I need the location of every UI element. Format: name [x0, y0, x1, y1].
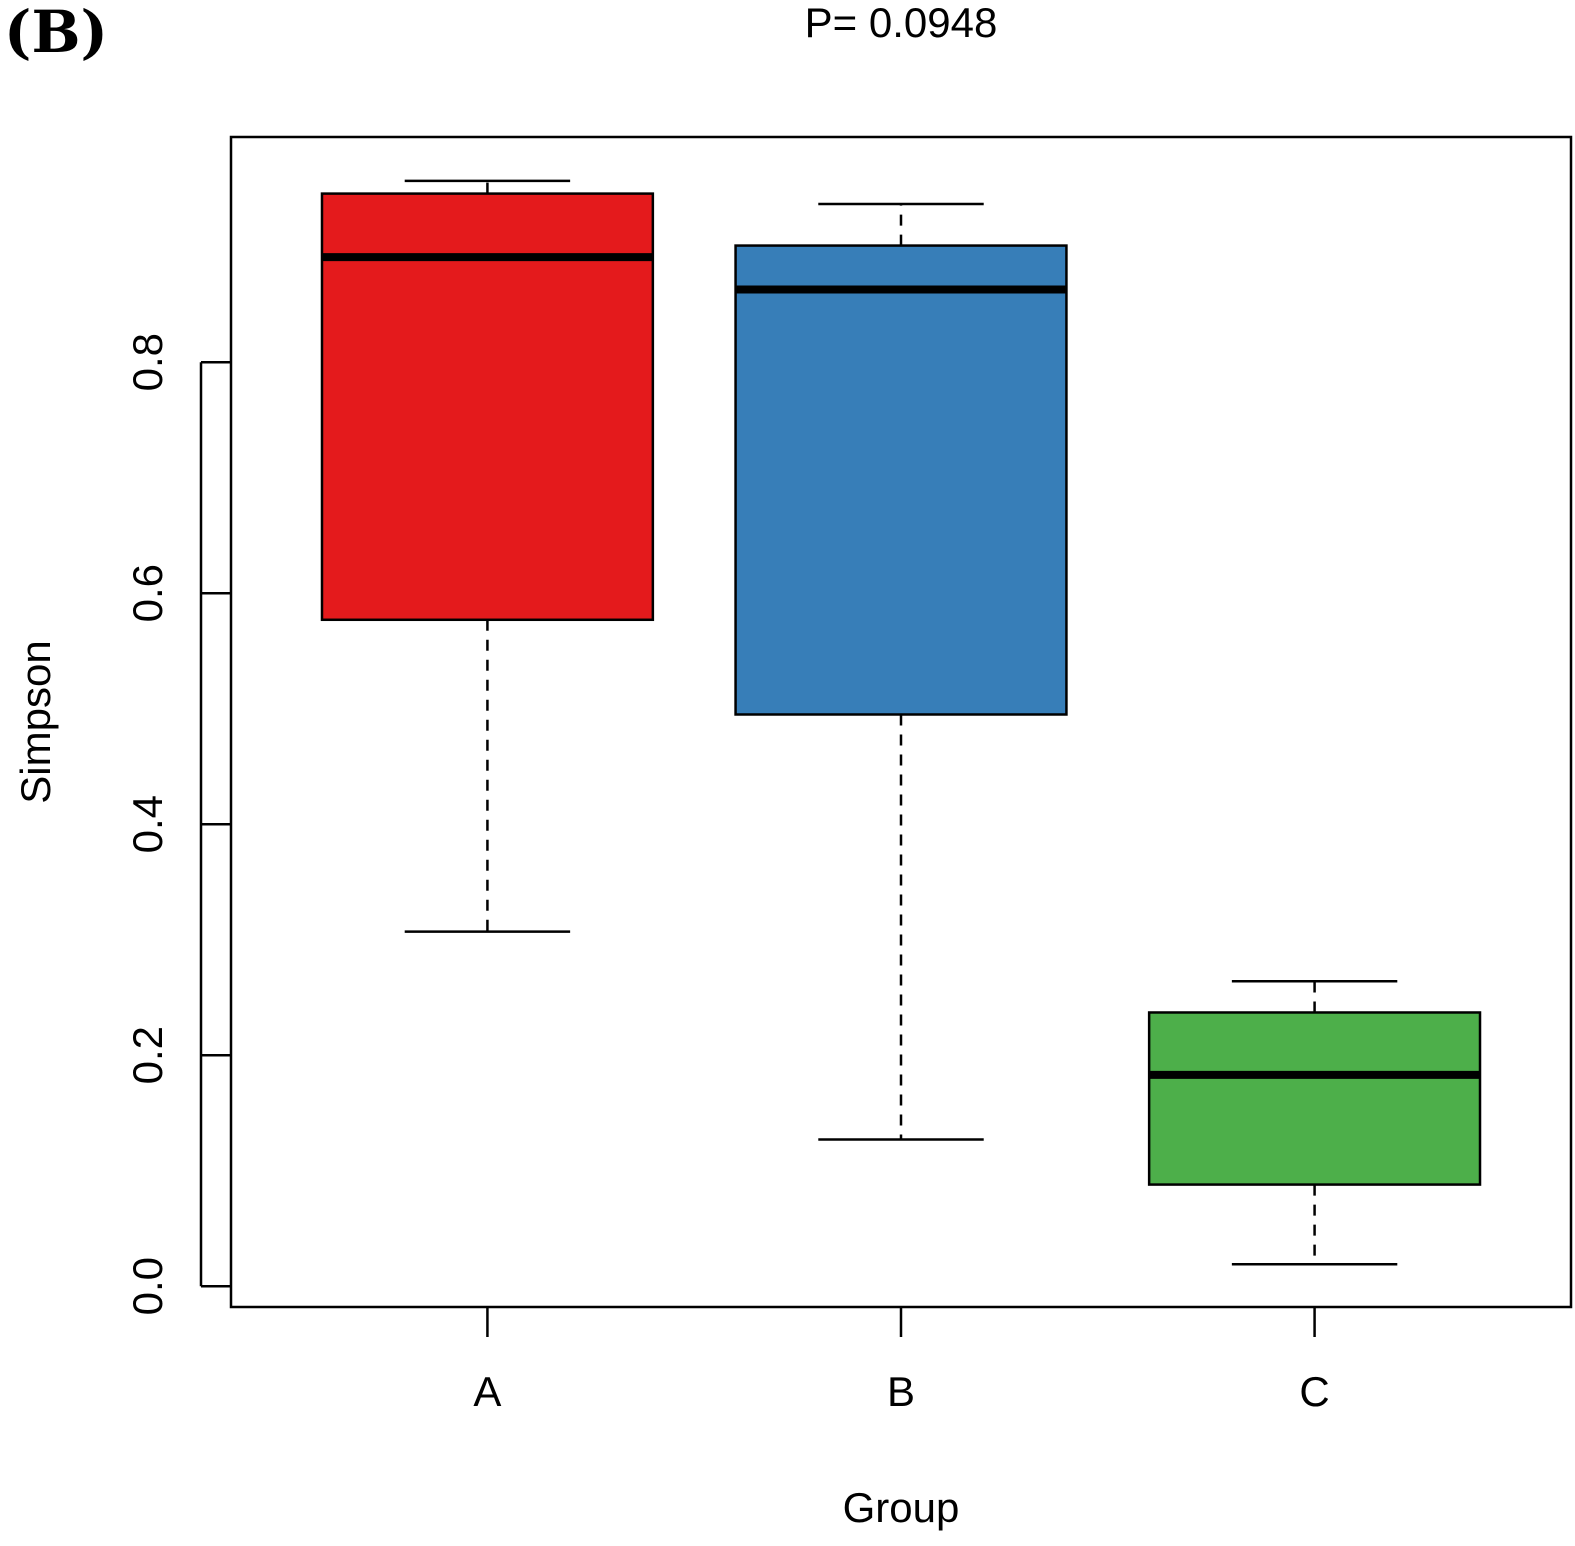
box-group-a — [320, 179, 655, 933]
box-iqr — [1147, 1011, 1482, 1186]
y-axis: 0.0 0.2 0.4 0.6 0.8 — [124, 333, 231, 1315]
y-axis-title: Simpson — [12, 640, 59, 803]
x-axis: A B C — [473, 1307, 1330, 1415]
y-tick-label: 0.2 — [124, 1026, 171, 1084]
y-tick-label: 0.6 — [124, 564, 171, 622]
y-tick-label: 0.0 — [124, 1257, 171, 1315]
x-axis-title: Group — [843, 1484, 960, 1531]
box-group-c — [1147, 980, 1482, 1266]
y-tick-label: 0.4 — [124, 795, 171, 853]
panel-label: (B) — [4, 0, 108, 66]
x-tick-label: B — [887, 1368, 915, 1415]
box-iqr — [320, 192, 655, 622]
y-tick-label: 0.8 — [124, 333, 171, 391]
chart-title: P= 0.0948 — [805, 0, 998, 46]
x-tick-label: A — [473, 1368, 501, 1415]
box-iqr — [734, 244, 1068, 716]
boxes-group — [320, 179, 1482, 1266]
box-group-b — [734, 202, 1068, 1141]
x-tick-label: C — [1299, 1368, 1329, 1415]
